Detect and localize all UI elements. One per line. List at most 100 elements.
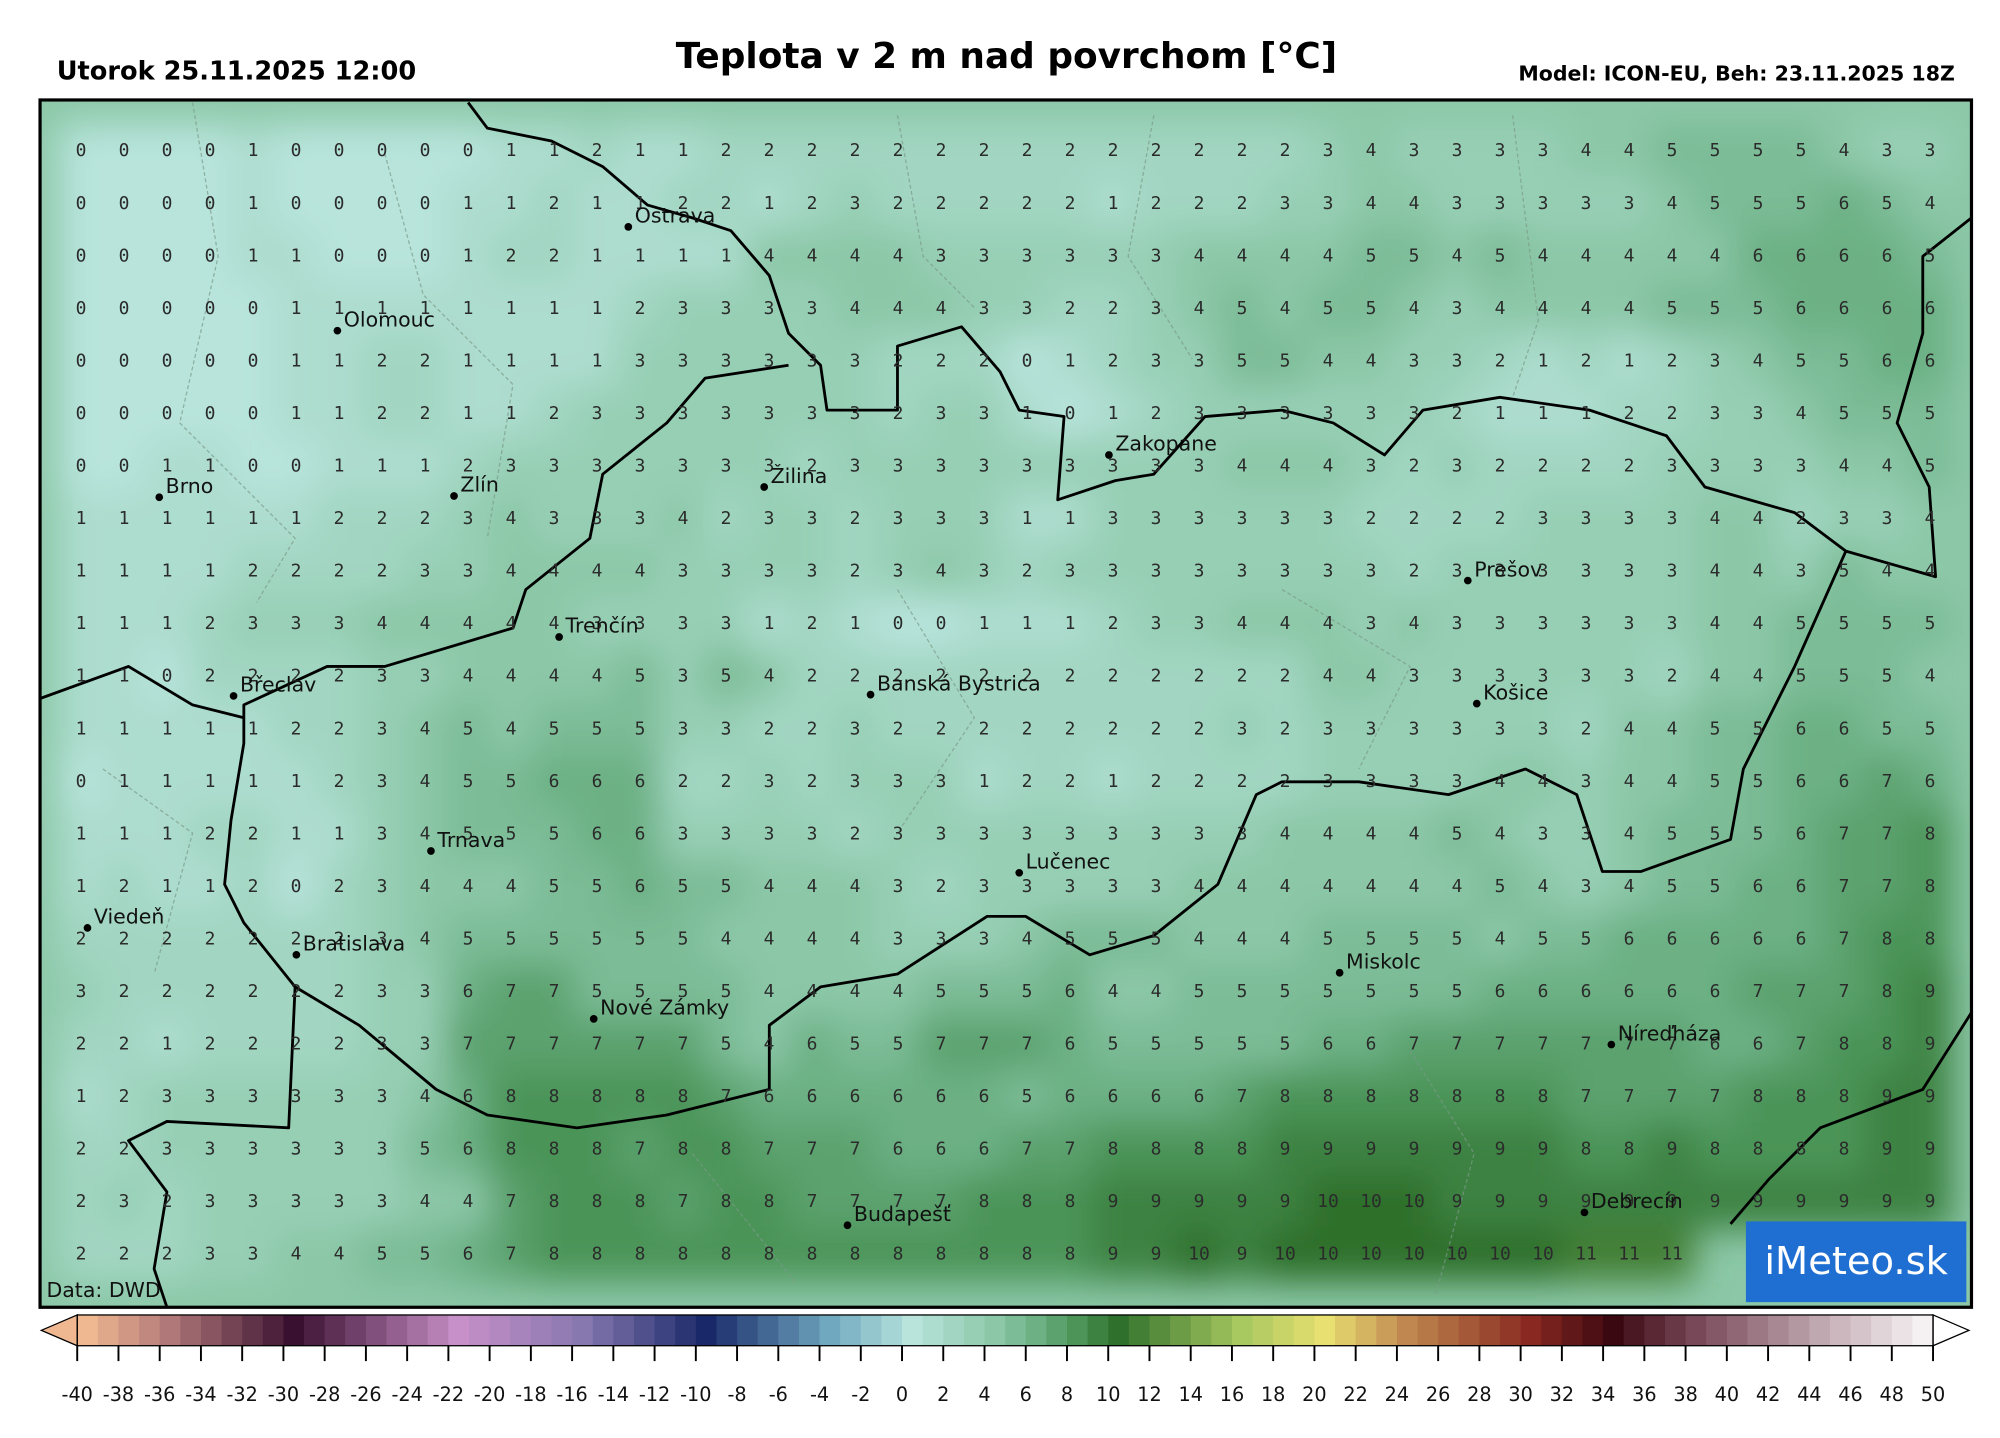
grid-value: 6 (1065, 1086, 1076, 1107)
grid-value: 4 (936, 561, 947, 582)
grid-value: 2 (1108, 350, 1119, 371)
grid-value: 1 (291, 771, 302, 792)
grid-value: 3 (1151, 298, 1162, 319)
grid-value: 3 (420, 666, 431, 687)
shade-cell (1692, 701, 1738, 757)
shade-cell (746, 1174, 792, 1230)
grid-value: 2 (205, 1034, 216, 1055)
shade-cell (1434, 386, 1480, 442)
shade-cell (1864, 544, 1910, 600)
grid-value: 2 (764, 140, 775, 161)
shade-cell (445, 859, 491, 915)
grid-value: 5 (1667, 298, 1678, 319)
shade-cell (1477, 596, 1523, 652)
shade-cell (359, 859, 405, 915)
grid-value: 9 (1366, 1139, 1377, 1160)
shade-cell (1305, 859, 1351, 915)
shade-cell (617, 964, 663, 1020)
colorbar-segment (1582, 1314, 1604, 1346)
grid-value: 2 (1280, 771, 1291, 792)
shade-cell (187, 333, 233, 389)
grid-value: 7 (979, 1034, 990, 1055)
grid-value: 1 (162, 613, 173, 634)
grid-value: 4 (1452, 876, 1463, 897)
shade-cell (1606, 438, 1652, 495)
grid-value: 8 (1366, 1086, 1377, 1107)
shade-cell (1821, 754, 1867, 810)
grid-value: 9 (1280, 1191, 1291, 1212)
grid-value: 5 (721, 876, 732, 897)
shade-cell (875, 859, 921, 915)
shade-cell (789, 911, 835, 967)
shade-cell (1821, 806, 1867, 862)
shade-cell (230, 964, 276, 1020)
shade-cell (789, 281, 835, 337)
shade-cell (230, 859, 276, 915)
city-dot (450, 492, 458, 500)
grid-value: 8 (1022, 1244, 1033, 1265)
shade-cell (574, 544, 620, 600)
grid-value: 1 (463, 350, 474, 371)
grid-value: 5 (1925, 403, 1936, 424)
shade-cell (1047, 1122, 1093, 1178)
shade-cell (488, 1227, 534, 1283)
grid-value: 2 (1194, 666, 1205, 687)
grid-value: 1 (205, 456, 216, 477)
shade-cell (660, 228, 706, 284)
shade-cell (1348, 386, 1394, 442)
shade-cell (1133, 859, 1179, 915)
shade-cell (1219, 228, 1265, 284)
shade-cell (1305, 806, 1351, 862)
grid-value: 8 (635, 1191, 646, 1212)
grid-value: 3 (1581, 823, 1592, 844)
grid-value: 3 (1409, 403, 1420, 424)
grid-value: 3 (721, 613, 732, 634)
grid-value: 2 (1194, 140, 1205, 161)
grid-value: 5 (1452, 928, 1463, 949)
grid-value: 7 (1624, 1086, 1635, 1107)
grid-value: 3 (807, 350, 818, 371)
shade-cell (1692, 228, 1738, 284)
grid-value: 3 (1581, 561, 1592, 582)
grid-value: 0 (162, 666, 173, 687)
colorbar-end (39, 1313, 78, 1347)
grid-value: 9 (1280, 1139, 1291, 1160)
colorbar-segment (1788, 1314, 1810, 1346)
grid-value: 4 (1194, 298, 1205, 319)
valid-time: Utorok 25.11.2025 12:00 (57, 56, 416, 86)
grid-value: 7 (1796, 1034, 1807, 1055)
shade-cell (1520, 596, 1566, 652)
grid-value: 5 (420, 1244, 431, 1265)
shade-cell (832, 754, 878, 810)
grid-value: 6 (1667, 928, 1678, 949)
grid-value: 3 (936, 928, 947, 949)
grid-value: 6 (1796, 718, 1807, 739)
grid-value: 3 (678, 350, 689, 371)
shade-cell (574, 701, 620, 757)
shade-cell (617, 701, 663, 757)
shade-cell (746, 964, 792, 1020)
grid-value: 2 (549, 193, 560, 214)
shade-cell (359, 701, 405, 757)
grid-value: 5 (1237, 350, 1248, 371)
shade-cell (1262, 701, 1308, 757)
grid-value: 8 (1753, 1139, 1764, 1160)
shade-cell (1692, 176, 1738, 232)
grid-value: 7 (893, 1191, 904, 1212)
shade-cell (1778, 544, 1824, 600)
shade-cell (1090, 176, 1136, 232)
grid-value: 0 (205, 403, 216, 424)
grid-value: 6 (463, 1086, 474, 1107)
grid-value: 7 (506, 1191, 517, 1212)
shade-cell (1004, 438, 1050, 495)
grid-value: 4 (420, 771, 431, 792)
grid-value: 9 (1624, 1191, 1635, 1212)
shade-cell (1176, 491, 1222, 547)
grid-value: 9 (1538, 1191, 1549, 1212)
shade-cell (1692, 386, 1738, 442)
shade-cell (574, 228, 620, 284)
shade-cell (402, 1227, 448, 1283)
grid-value: 7 (1581, 1034, 1592, 1055)
